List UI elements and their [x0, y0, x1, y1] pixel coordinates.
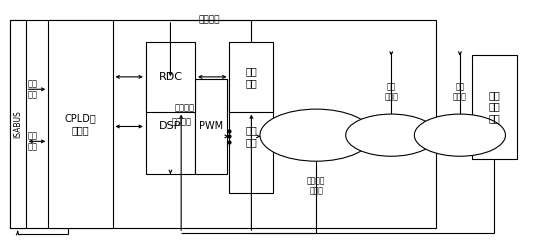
- Circle shape: [414, 114, 505, 156]
- Circle shape: [260, 109, 373, 161]
- FancyBboxPatch shape: [146, 79, 195, 174]
- Text: 速度反馈: 速度反馈: [175, 103, 195, 112]
- Text: 信号
处理
单元: 信号 处理 单元: [489, 90, 500, 123]
- FancyBboxPatch shape: [10, 20, 26, 228]
- Text: RDC: RDC: [159, 72, 182, 82]
- Text: DSP: DSP: [159, 122, 182, 131]
- Text: 逆变
电路: 逆变 电路: [245, 125, 257, 147]
- Text: PWM: PWM: [199, 122, 224, 131]
- FancyBboxPatch shape: [48, 20, 113, 228]
- FancyBboxPatch shape: [146, 42, 195, 112]
- Text: 旋转
变压器: 旋转 变压器: [384, 82, 398, 102]
- Text: 感应
同步器: 感应 同步器: [453, 82, 467, 102]
- Text: 永磁同步
电动机: 永磁同步 电动机: [307, 176, 325, 195]
- Text: 速度反馈: 速度反馈: [172, 117, 191, 126]
- FancyBboxPatch shape: [229, 79, 273, 193]
- Text: 激磁
单元: 激磁 单元: [245, 66, 257, 88]
- FancyBboxPatch shape: [229, 42, 273, 112]
- Text: 控制
总线: 控制 总线: [27, 80, 37, 99]
- FancyBboxPatch shape: [10, 20, 436, 228]
- Text: CPLD接
口电路: CPLD接 口电路: [64, 113, 96, 135]
- Text: ISABUS: ISABUS: [13, 110, 22, 138]
- Circle shape: [346, 114, 437, 156]
- FancyBboxPatch shape: [472, 55, 517, 159]
- Text: 电流反馈: 电流反馈: [198, 15, 220, 24]
- FancyBboxPatch shape: [195, 79, 227, 174]
- Text: 数据
总线: 数据 总线: [27, 132, 37, 151]
